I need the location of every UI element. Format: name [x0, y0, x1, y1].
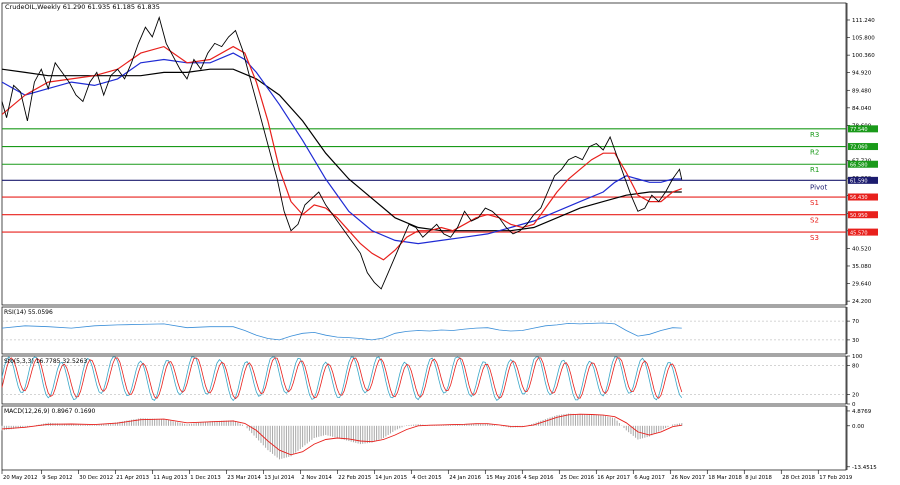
- level-value-s3: 45.570: [850, 230, 868, 236]
- price-axis-label: 24.200: [852, 299, 872, 305]
- rsi-line: [1, 322, 682, 341]
- chart-title: CrudeOIL,Weekly 61.290 61.935 61.185 61.…: [5, 3, 160, 11]
- level-tag-r3: [848, 125, 878, 133]
- x-tick-label: 22 Feb 2015: [338, 475, 371, 481]
- level-tag-s3: [848, 228, 878, 236]
- x-tick-label: 26 Nov 2017: [671, 475, 705, 481]
- macd-axis-label: 4.8769: [852, 409, 872, 415]
- x-tick-label: 15 May 2016: [486, 475, 521, 481]
- main-price-panel: 111.240 105.800 100.360 94.920 89.480 84.040 7…: [1, 2, 878, 306]
- level-tag-r2: [848, 143, 878, 151]
- macd-signal-line: [1, 413, 682, 456]
- x-tick-label: 23 Mar 2014: [227, 475, 261, 481]
- stoch-frame: [1, 355, 847, 405]
- level-tag-r1: [848, 160, 878, 168]
- level-tag-pivot: [848, 176, 878, 184]
- x-tick-label: 2 Nov 2014: [301, 475, 332, 481]
- ma-black-line: [1, 68, 682, 232]
- rsi-axis-label: 30: [852, 338, 859, 344]
- level-name-s1: S1: [810, 199, 819, 207]
- x-tick-label: 6 Aug 2017: [634, 475, 665, 481]
- level-name-s3: S3: [810, 234, 819, 242]
- x-tick-label: 24 Jan 2016: [449, 475, 481, 481]
- level-value-r1: 66.580: [850, 162, 868, 168]
- price-axis-label: 29.640: [852, 282, 872, 288]
- x-tick-label: 30 Dec 2012: [79, 475, 113, 481]
- level-tag-s1: [848, 193, 878, 201]
- x-tick-label: 14 Jun 2015: [375, 475, 407, 481]
- price-axis-label: 100.360: [852, 53, 875, 59]
- price-line: [1, 15, 683, 290]
- level-name-s2: S2: [810, 217, 819, 225]
- ma-blue-line: [1, 52, 682, 245]
- stoch-axis-label: 100: [852, 354, 863, 360]
- level-value-r2: 72.060: [850, 145, 868, 151]
- macd-axis-label: 0.00: [852, 424, 865, 430]
- x-tick-label: 18 Mar 2018: [708, 475, 742, 481]
- price-axis-label: 105.800: [852, 36, 875, 42]
- price-axis-label: 40.520: [852, 246, 872, 252]
- stoch-axis-label: 80: [852, 364, 859, 370]
- stoch-axis-label: 20: [852, 392, 859, 398]
- macd-axis-label: -13.4515: [852, 465, 877, 471]
- x-tick-label: 9 Sep 2012: [42, 475, 72, 481]
- x-tick-label: 8 Jul 2018: [745, 475, 772, 481]
- stoch-main-line: [1, 356, 683, 402]
- main-frame: [1, 2, 847, 306]
- level-value-s2: 50.950: [850, 213, 868, 219]
- x-tick-label: 1 Dec 2013: [190, 475, 220, 481]
- macd-label: MACD(12,26,9) 0.8967 0.1690: [4, 408, 96, 415]
- x-tick-label: 17 Feb 2019: [819, 475, 852, 481]
- price-axis-label: 84.040: [852, 106, 872, 112]
- x-tick-label: 28 Oct 2018: [782, 475, 815, 481]
- stoch-axis-label: 0: [852, 402, 856, 408]
- x-tick-label: 4 Sep 2016: [523, 475, 554, 481]
- x-tick-label: 16 Apr 2017: [597, 475, 630, 481]
- x-tick-label: 20 May 2012: [3, 475, 38, 481]
- stoch-signal-line: [1, 357, 683, 400]
- x-tick-label: 11 Aug 2013: [153, 475, 187, 481]
- level-name-r1: R1: [810, 166, 819, 174]
- price-axis-label: 89.480: [852, 88, 872, 94]
- rsi-axis-label: 70: [852, 319, 859, 325]
- price-axis-label: 35.080: [852, 264, 872, 270]
- level-tag-s2: [848, 211, 878, 219]
- level-value-s1: 56.430: [850, 195, 868, 201]
- x-tick-label: 25 Dec 2016: [560, 475, 594, 481]
- rsi-label: RSI(14) 55.0596: [4, 309, 53, 316]
- stochastic-panel: 100 80 20 0: [1, 354, 863, 408]
- macd-panel: 4.8769 0.00 -13.4515: [1, 405, 877, 471]
- macd-frame: [1, 405, 847, 471]
- x-tick-label: 13 Jul 2014: [264, 475, 295, 481]
- level-value-r3: 77.540: [850, 127, 868, 133]
- level-name-pivot: Pivot: [810, 183, 827, 191]
- x-tick-label: 21 Apr 2013: [116, 475, 149, 481]
- stoch-label: Sto(5,3,3) 16.7785 32.5263: [4, 358, 87, 365]
- level-value-pivot: 61.590: [850, 179, 868, 185]
- rsi-panel: 70 30: [1, 306, 859, 355]
- price-axis-label: 94.920: [852, 71, 872, 77]
- x-tick-label: 4 Oct 2015: [412, 475, 441, 481]
- level-name-r3: R3: [810, 131, 819, 139]
- x-axis: 20 May 2012 9 Sep 2012 30 Dec 2012 21 Apr 2…: [1, 470, 852, 481]
- level-name-r2: R2: [810, 149, 819, 157]
- price-axis-label: 111.240: [852, 18, 875, 24]
